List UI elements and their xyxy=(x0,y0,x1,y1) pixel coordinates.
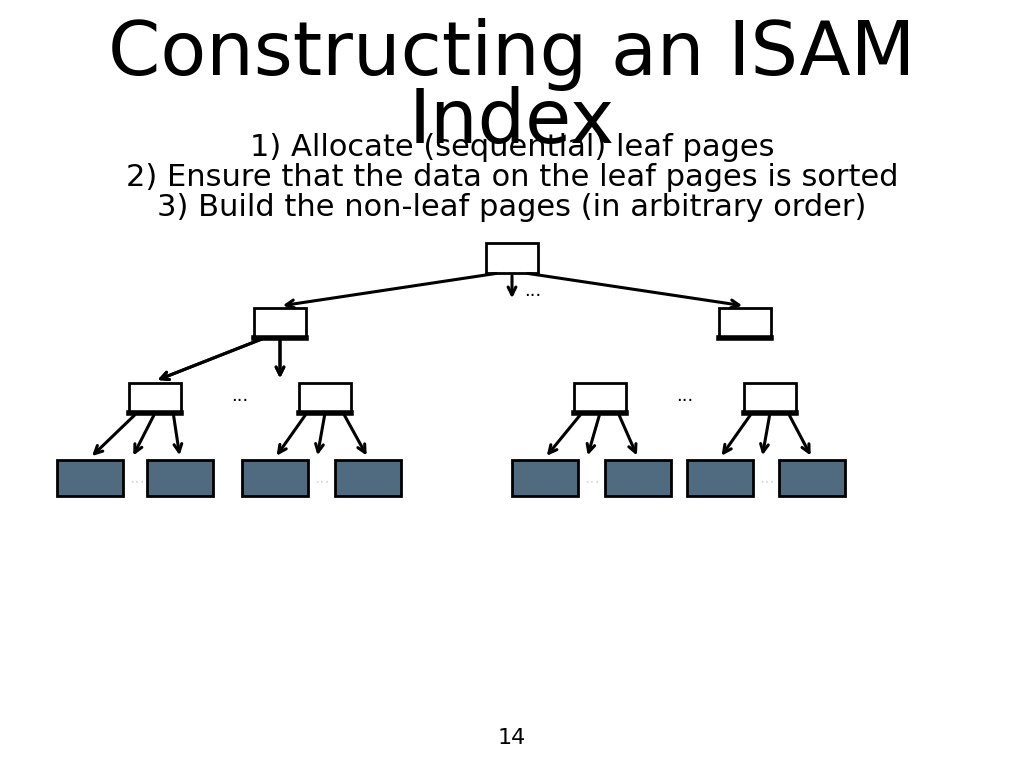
Bar xyxy=(242,460,308,496)
Bar xyxy=(574,383,626,413)
Text: ...: ... xyxy=(231,387,249,405)
Text: ...: ... xyxy=(759,469,775,487)
Bar xyxy=(605,460,671,496)
Bar xyxy=(299,383,351,413)
Bar xyxy=(512,460,578,496)
Text: 3) Build the non-leaf pages (in arbitrary order): 3) Build the non-leaf pages (in arbitrar… xyxy=(158,193,866,222)
Bar xyxy=(719,308,771,338)
Text: ...: ... xyxy=(129,469,144,487)
Text: ...: ... xyxy=(524,282,542,300)
Text: ...: ... xyxy=(677,387,693,405)
Bar xyxy=(254,308,306,338)
Text: 1) Allocate (sequential) leaf pages: 1) Allocate (sequential) leaf pages xyxy=(250,133,774,162)
Bar xyxy=(486,243,538,273)
Bar xyxy=(335,460,401,496)
Bar xyxy=(687,460,753,496)
Bar xyxy=(57,460,123,496)
Bar xyxy=(147,460,213,496)
Text: ...: ... xyxy=(584,469,600,487)
Text: Constructing an ISAM: Constructing an ISAM xyxy=(109,18,915,91)
Bar xyxy=(129,383,181,413)
Bar xyxy=(744,383,796,413)
Text: Index: Index xyxy=(409,86,615,159)
Text: 14: 14 xyxy=(498,728,526,748)
Text: ...: ... xyxy=(314,469,330,487)
Bar xyxy=(779,460,845,496)
Text: 2) Ensure that the data on the leaf pages is sorted: 2) Ensure that the data on the leaf page… xyxy=(126,163,898,192)
